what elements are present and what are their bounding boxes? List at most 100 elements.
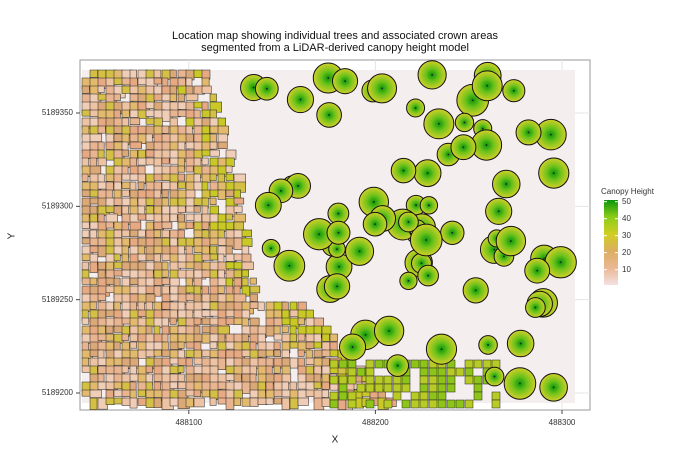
tree-top	[426, 172, 429, 175]
crown-cell	[265, 365, 273, 375]
crown-cell	[289, 309, 299, 318]
crown-cell	[185, 125, 193, 136]
crown-cell	[193, 365, 203, 374]
crown-cell	[329, 399, 339, 409]
tree-top	[288, 264, 291, 267]
crown-cell	[281, 325, 289, 334]
crown-cell	[209, 253, 218, 261]
crown-cell	[225, 221, 235, 230]
crown-cell	[105, 173, 115, 182]
crown-cell	[209, 341, 218, 349]
crown-cell	[105, 181, 114, 191]
crown-cell	[161, 325, 170, 335]
crown-cell	[177, 181, 186, 189]
crown-cell	[428, 391, 438, 401]
tree-top	[527, 131, 530, 134]
crown-cell	[257, 349, 268, 358]
tree-top	[328, 114, 331, 116]
crown-cell	[81, 221, 90, 229]
x-tick-label: 488300	[549, 418, 576, 427]
crown-cell	[177, 125, 187, 135]
y-tick-label: 5189300	[42, 201, 74, 210]
crown-cell	[201, 173, 211, 183]
crown-cell	[113, 261, 123, 269]
crown-cell	[217, 357, 226, 370]
crown-cell	[473, 391, 483, 401]
crown-cell	[217, 125, 229, 136]
crown-cell	[281, 381, 290, 391]
tree-top	[485, 144, 488, 146]
tree-top	[509, 240, 512, 242]
crown-cell	[177, 165, 185, 173]
crown-cell	[113, 229, 123, 239]
tree-top	[431, 73, 434, 76]
tree-top	[497, 210, 500, 213]
crown-cell	[81, 237, 91, 245]
crown-cell	[249, 397, 259, 407]
crown-cell	[473, 359, 483, 369]
crown-cell	[177, 93, 185, 102]
crown-cell	[177, 317, 187, 326]
crown-cell	[97, 261, 106, 271]
crown-cell	[356, 383, 366, 393]
crown-cell	[241, 237, 253, 247]
crown-cell	[105, 325, 114, 334]
crown-cell	[169, 93, 177, 102]
crown-cell	[329, 375, 339, 385]
crown-cell	[321, 341, 331, 351]
crown-cell	[185, 237, 195, 248]
crown-cell	[201, 189, 211, 199]
crown-cell	[193, 69, 203, 78]
crown-cell	[145, 389, 156, 399]
crown-cell	[217, 189, 226, 200]
crown-cell	[121, 77, 131, 86]
y-axis-title: Y	[7, 232, 18, 239]
crown-cell	[129, 301, 137, 312]
tree-top	[534, 306, 537, 309]
crown-cell	[201, 357, 212, 367]
crown-cell	[289, 397, 299, 410]
crown-cell	[419, 383, 429, 393]
crown-cell	[193, 397, 205, 408]
crown-cell	[89, 133, 103, 142]
crown-cell	[347, 391, 357, 401]
crown-cell	[209, 173, 217, 182]
tree-top	[505, 183, 508, 185]
crown-cell	[347, 375, 357, 385]
crown-cell	[113, 181, 122, 191]
crown-cell	[185, 93, 199, 101]
crown-cell	[177, 69, 187, 78]
crown-cell	[437, 399, 447, 409]
crown-cell	[201, 109, 212, 118]
legend-tick-label: 20	[622, 248, 631, 257]
crown-cell	[249, 317, 260, 327]
crown-cell	[217, 213, 227, 223]
tree-top	[297, 185, 300, 187]
crown-cell	[161, 317, 169, 327]
crown-cell	[233, 197, 245, 205]
y-tick-label: 5189350	[42, 108, 74, 117]
crown-cell	[145, 317, 155, 327]
crown-cell	[249, 277, 257, 285]
crown-cell	[105, 277, 116, 285]
crown-cell	[89, 389, 102, 398]
crown-cell	[241, 333, 249, 342]
crown-cell	[437, 383, 447, 393]
crown-cell	[113, 325, 123, 333]
tree-top	[267, 204, 270, 207]
tree-top	[463, 121, 466, 124]
crown-cell	[265, 349, 274, 357]
crown-cell	[209, 133, 217, 143]
crown-cell	[97, 125, 106, 134]
crown-cell	[401, 383, 411, 393]
crown-cell	[89, 77, 100, 88]
crown-cell	[437, 375, 447, 385]
crown-cell	[217, 173, 225, 184]
tree-top	[437, 122, 440, 125]
crown-cell	[473, 383, 483, 393]
crown-cell	[81, 173, 89, 182]
tree-top	[519, 382, 521, 385]
tree-top	[265, 87, 268, 90]
crown-cell	[201, 221, 210, 230]
tree-top	[427, 204, 430, 207]
